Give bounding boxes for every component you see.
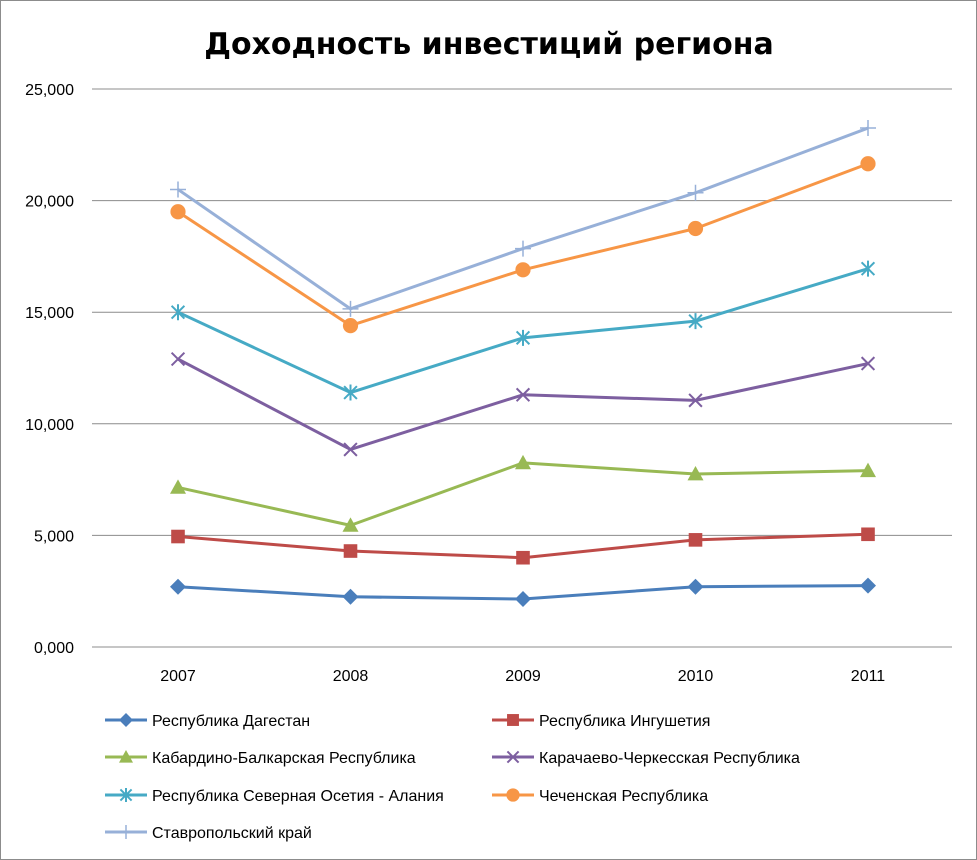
series	[170, 351, 876, 457]
series-marker	[515, 262, 531, 278]
series-marker	[860, 462, 876, 478]
series-marker	[515, 591, 531, 608]
legend-swatch-marker	[506, 750, 520, 764]
series	[170, 454, 876, 532]
series	[171, 527, 875, 565]
series-marker	[343, 544, 358, 558]
legend-swatch-marker	[119, 750, 133, 763]
y-tick-label: 25,000	[25, 82, 74, 99]
series-marker	[688, 393, 703, 408]
series-marker	[860, 156, 876, 172]
series	[170, 577, 876, 608]
y-tick-label: 0,000	[34, 640, 74, 657]
series-marker	[515, 240, 531, 257]
legend-item: Республика Дагестан	[105, 713, 310, 730]
series-marker	[861, 527, 875, 542]
series-marker	[342, 317, 359, 334]
x-tick-label: 2011	[851, 668, 886, 685]
series-marker	[170, 181, 186, 198]
legend-label: Чеченская Республика	[539, 788, 708, 805]
series-marker	[342, 517, 359, 532]
series-line	[177, 461, 869, 527]
y-axis-ticks: 0,000 5,000 10,000 15,000 20,000 25,000	[25, 82, 74, 657]
legend-label: Ставропольский край	[152, 825, 312, 842]
x-axis-ticks: 2007 2008 2009 2010 2011	[160, 668, 885, 685]
y-tick-label: 20,000	[25, 194, 74, 211]
series-marker	[343, 442, 358, 457]
series-marker	[515, 454, 531, 470]
legend-item: Республика Северная Осетия - Алания	[105, 788, 444, 805]
series-marker	[170, 578, 186, 595]
series-marker	[860, 120, 876, 137]
legend-item: Кабардино-Балкарская Республика	[105, 750, 416, 767]
legend-swatch-marker	[507, 714, 519, 726]
series-marker	[687, 220, 704, 237]
series-marker	[687, 184, 704, 201]
series-marker	[515, 329, 531, 346]
legend-label: Республика Северная Осетия - Алания	[152, 788, 444, 805]
series-marker	[688, 313, 703, 330]
x-tick-label: 2007	[160, 668, 196, 685]
series-marker	[687, 466, 704, 481]
x-tick-label: 2009	[505, 668, 541, 685]
series-group	[170, 120, 876, 608]
series-marker	[171, 529, 185, 544]
series-marker	[515, 387, 531, 402]
y-tick-label: 15,000	[25, 305, 74, 322]
x-tick-label: 2008	[333, 668, 369, 685]
legend-item: Ставропольский край	[105, 825, 312, 842]
series-marker	[170, 351, 186, 367]
series-marker	[343, 384, 358, 401]
legend-swatch-marker	[119, 825, 133, 839]
series	[170, 120, 876, 317]
series-marker	[342, 588, 359, 605]
series-line	[177, 357, 869, 451]
series-marker	[170, 204, 186, 220]
legend: Республика Дагестан Республика Ингушетия К…	[105, 713, 800, 842]
y-tick-label: 5,000	[34, 528, 74, 545]
legend-swatch-marker	[506, 788, 520, 802]
legend-label: Республика Ингушетия	[539, 713, 710, 730]
legend-label: Кабардино-Балкарская Республика	[152, 750, 416, 767]
series-marker	[860, 577, 876, 594]
series-marker	[860, 260, 876, 277]
legend-swatch-marker	[119, 713, 133, 727]
legend-item: Республика Ингушетия	[492, 713, 710, 730]
series	[170, 260, 876, 401]
series-marker	[516, 550, 530, 565]
legend-label: Карачаево-Черкесская Республика	[539, 750, 800, 767]
series-marker	[687, 578, 704, 595]
series-marker	[688, 533, 703, 547]
legend-label: Республика Дагестан	[152, 713, 310, 730]
x-tick-label: 2010	[678, 668, 714, 685]
series	[170, 156, 876, 334]
y-tick-label: 10,000	[25, 417, 74, 434]
chart-title: Доходность инвестиций региона	[204, 27, 774, 62]
series-marker	[342, 300, 359, 317]
series-marker	[170, 304, 186, 321]
legend-swatch-marker	[119, 788, 133, 802]
series-marker	[860, 356, 876, 371]
legend-item: Карачаево-Черкесская Республика	[492, 750, 800, 767]
legend-item: Чеченская Республика	[492, 788, 708, 805]
series-marker	[170, 479, 186, 494]
